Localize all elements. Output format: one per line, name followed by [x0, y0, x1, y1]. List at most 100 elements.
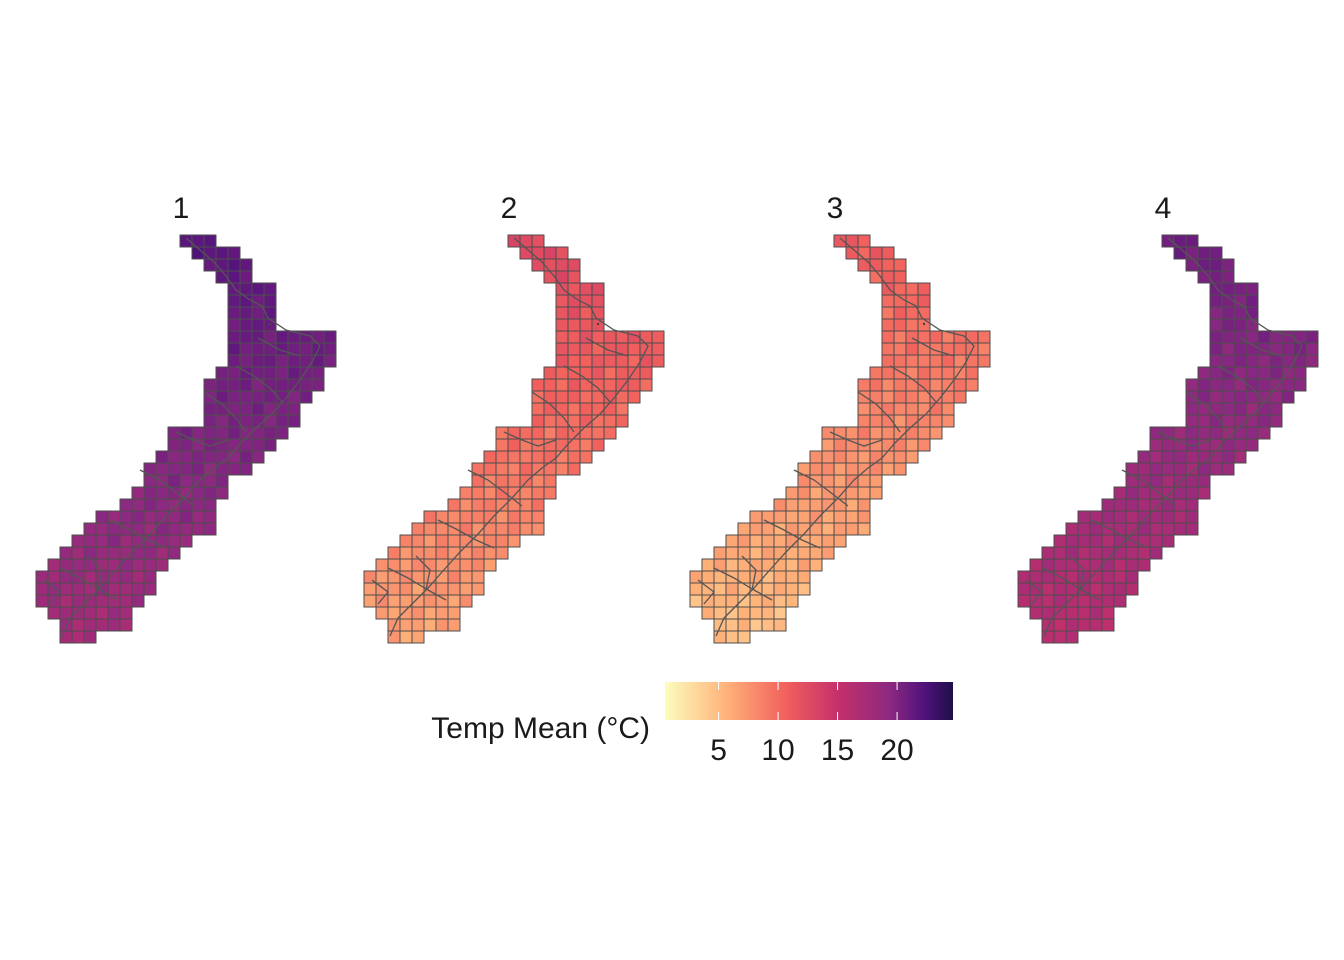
grid-cell — [411, 522, 425, 536]
grid-cell — [251, 426, 265, 440]
grid-cell — [881, 426, 895, 440]
grid-cell — [639, 330, 653, 344]
grid-cell — [311, 378, 325, 392]
grid-cell — [1161, 462, 1175, 476]
grid-cell — [579, 342, 593, 356]
grid-cell — [239, 342, 253, 356]
grid-cell — [567, 330, 581, 344]
grid-cell — [773, 618, 787, 632]
grid-cell — [1185, 510, 1199, 524]
grid-cell — [809, 462, 823, 476]
grid-cell — [965, 354, 979, 368]
grid-cell — [411, 594, 425, 608]
grid-cell — [1125, 510, 1139, 524]
grid-cell — [567, 258, 581, 272]
grid-cell — [917, 426, 931, 440]
grid-cell — [567, 462, 581, 476]
grid-cell — [905, 366, 919, 380]
grid-cell — [1173, 462, 1187, 476]
grid-cell — [773, 582, 787, 596]
grid-cell — [519, 462, 533, 476]
grid-cell — [483, 558, 497, 572]
color-legend: Temp Mean (°C) 5 10 15 20 — [431, 682, 953, 767]
grid-cell — [881, 378, 895, 392]
grid-cell — [375, 570, 389, 584]
grid-cell — [263, 426, 277, 440]
grid-cell — [579, 438, 593, 452]
grid-cell — [1197, 426, 1211, 440]
grid-cell — [531, 510, 545, 524]
grid-cell — [809, 558, 823, 572]
grid-cell — [1245, 354, 1259, 368]
grid-cell — [555, 282, 569, 296]
grid-cell — [203, 258, 217, 272]
grid-cell — [1197, 378, 1211, 392]
grid-cell — [1257, 330, 1271, 344]
grid-cell — [1113, 558, 1127, 572]
grid-cell — [519, 426, 533, 440]
grid-cell — [1305, 342, 1319, 356]
grid-cell — [725, 606, 739, 620]
grid-cell — [857, 474, 871, 488]
grid-cell — [725, 630, 739, 644]
grid-cell — [615, 366, 629, 380]
grid-cell — [713, 618, 727, 632]
grid-cell — [203, 474, 217, 488]
grid-cell — [519, 474, 533, 488]
grid-cell — [785, 570, 799, 584]
grid-cell — [761, 594, 775, 608]
grid-cell — [773, 606, 787, 620]
grid-cell — [531, 246, 545, 260]
grid-cell — [1053, 606, 1067, 620]
grid-cell — [1113, 498, 1127, 512]
grid-cell — [893, 342, 907, 356]
grid-cell — [1053, 618, 1067, 632]
grid-cell — [1125, 582, 1139, 596]
grid-cell — [387, 618, 401, 632]
grid-cell — [1209, 426, 1223, 440]
grid-cell — [1077, 534, 1091, 548]
grid-cell — [1245, 294, 1259, 308]
grid-cell — [1185, 462, 1199, 476]
grid-cell — [227, 366, 241, 380]
grid-cell — [1161, 438, 1175, 452]
grid-cell — [239, 402, 253, 416]
grid-cell — [275, 366, 289, 380]
grid-cell — [905, 282, 919, 296]
grid-cell — [845, 486, 859, 500]
grid-cell — [191, 522, 205, 536]
grid-cell — [143, 546, 157, 560]
grid-cell — [627, 390, 641, 404]
grid-cell — [1269, 414, 1283, 428]
grid-cell — [1077, 510, 1091, 524]
grid-cell — [737, 594, 751, 608]
grid-cell — [71, 558, 85, 572]
coastline-outline — [1025, 237, 1303, 637]
grid-cell — [893, 282, 907, 296]
grid-cell — [1221, 462, 1235, 476]
grid-cell — [1137, 546, 1151, 560]
grid-cell — [83, 558, 97, 572]
grid-cell — [857, 450, 871, 464]
grid-cell — [761, 510, 775, 524]
grid-cell — [579, 390, 593, 404]
grid-cell — [1065, 534, 1079, 548]
grid-cell — [821, 438, 835, 452]
grid-cell — [965, 366, 979, 380]
panel-title: 4 — [1155, 192, 1172, 225]
grid-cell — [363, 582, 377, 596]
grid-cell — [287, 354, 301, 368]
grid-cell — [507, 450, 521, 464]
grid-cell — [447, 534, 461, 548]
grid-cell — [1197, 486, 1211, 500]
grid-cell — [845, 474, 859, 488]
grid-cell — [179, 426, 193, 440]
grid-cell — [95, 594, 109, 608]
grid-cell — [1293, 354, 1307, 368]
grid-cell — [167, 438, 181, 452]
grid-cell — [1173, 426, 1187, 440]
grid-cell — [615, 414, 629, 428]
grid-cell — [1161, 474, 1175, 488]
grid-cell — [905, 342, 919, 356]
grid-cell — [483, 534, 497, 548]
